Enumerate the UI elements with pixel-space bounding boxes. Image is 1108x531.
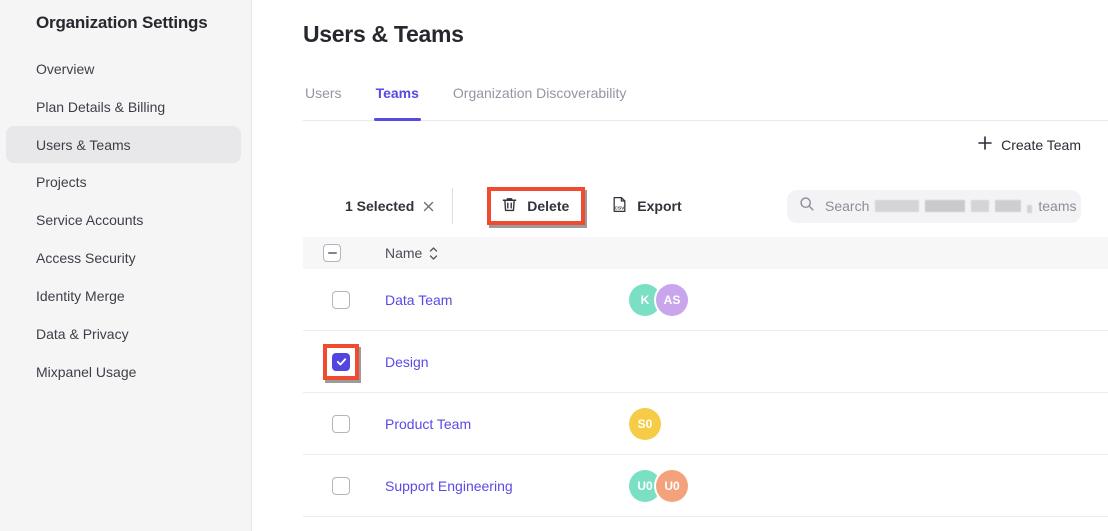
member-avatars: S0 — [629, 407, 661, 440]
redacted-text — [875, 200, 920, 212]
clear-selection-button[interactable] — [423, 201, 434, 212]
annotation-box-delete: Delete — [487, 187, 586, 225]
plus-icon — [978, 136, 992, 153]
sidebar-item-projects[interactable]: Projects — [0, 163, 251, 201]
redacted-text — [971, 200, 990, 212]
sidebar-title: Organization Settings — [36, 13, 208, 32]
page-title: Users & Teams — [303, 21, 464, 47]
sidebar-nav: Overview Plan Details & Billing Users & … — [0, 50, 251, 391]
sidebar-item-label: Identity Merge — [36, 288, 125, 304]
main-content: Users & Teams Users Teams Organization D… — [252, 0, 1108, 531]
tab-teams[interactable]: Teams — [373, 75, 422, 121]
row-checkbox[interactable] — [332, 414, 350, 433]
member-avatars: K AS — [629, 283, 688, 316]
table-body: Data Team K AS Design Prod — [303, 269, 1108, 517]
sidebar-item-identity-merge[interactable]: Identity Merge — [0, 277, 251, 315]
annotation-box-checkbox — [323, 468, 359, 504]
sidebar-item-label: Users & Teams — [36, 136, 131, 153]
sidebar-item-access-security[interactable]: Access Security — [0, 239, 251, 277]
selected-count-label: 1 Selected — [345, 198, 415, 214]
avatar: S0 — [629, 407, 661, 440]
delete-button[interactable]: Delete — [501, 196, 570, 216]
table-row: Product Team S0 — [303, 393, 1108, 455]
search-input[interactable]: Search teams — [787, 189, 1081, 223]
tab-label: Organization Discoverability — [452, 85, 627, 101]
delete-label: Delete — [527, 198, 570, 214]
sidebar-item-label: Data & Privacy — [36, 326, 129, 342]
team-name-link[interactable]: Data Team — [385, 291, 453, 308]
table-row: Design — [303, 331, 1108, 393]
annotation-box-checkbox — [323, 406, 359, 442]
sidebar-item-plan-details-billing[interactable]: Plan Details & Billing — [0, 88, 251, 126]
sidebar-item-label: Overview — [36, 61, 95, 77]
annotation-box-checkbox — [323, 343, 359, 380]
create-team-row: Create Team — [252, 121, 1108, 168]
table-header-row: Name — [303, 237, 1108, 269]
avatar: U0 — [656, 469, 688, 502]
annotation-box-checkbox — [323, 282, 359, 318]
redacted-text — [995, 200, 1022, 212]
tab-bar: Users Teams Organization Discoverability — [303, 75, 1108, 121]
team-name-link[interactable]: Design — [385, 353, 429, 370]
tab-users[interactable]: Users — [303, 75, 344, 120]
tab-label: Users — [305, 85, 342, 101]
create-team-button[interactable]: Create Team — [978, 136, 1081, 153]
selection-summary: 1 Selected — [345, 198, 434, 214]
sidebar-item-label: Plan Details & Billing — [36, 99, 166, 115]
name-column-header[interactable]: Name — [385, 245, 423, 261]
sidebar-item-overview[interactable]: Overview — [0, 50, 251, 88]
row-checkbox[interactable] — [332, 290, 350, 309]
table-row: Data Team K AS — [303, 269, 1108, 331]
team-name-link[interactable]: Support Engineering — [385, 477, 513, 494]
teams-table: Name Data Team — [303, 237, 1108, 517]
sidebar-item-data-privacy[interactable]: Data & Privacy — [0, 315, 251, 353]
select-all-checkbox[interactable] — [323, 244, 341, 262]
csv-file-icon: CSV — [611, 196, 628, 216]
magnifier-icon — [799, 196, 815, 217]
toolbar-divider — [452, 188, 454, 224]
sidebar-item-label: Access Security — [36, 250, 136, 266]
trash-icon — [501, 196, 518, 216]
team-name-link[interactable]: Product Team — [385, 415, 472, 432]
tab-label: Teams — [375, 85, 419, 101]
bulk-action-toolbar: 1 Selected Delete — [252, 184, 1108, 228]
sidebar-item-label: Projects — [36, 174, 87, 190]
x-icon — [424, 201, 434, 211]
sort-arrows-icon[interactable] — [429, 246, 438, 260]
export-label: Export — [637, 198, 682, 214]
sidebar-item-label: Service Accounts — [36, 212, 144, 228]
svg-text:CSV: CSV — [615, 205, 626, 211]
export-button[interactable]: CSV Export — [611, 196, 682, 216]
avatar: AS — [656, 283, 688, 316]
row-checkbox[interactable] — [332, 352, 350, 371]
table-row: Support Engineering U0 U0 — [303, 455, 1108, 517]
row-checkbox[interactable] — [332, 476, 350, 495]
create-team-label: Create Team — [1001, 136, 1081, 153]
tab-organization-discoverability[interactable]: Organization Discoverability — [451, 75, 629, 120]
sidebar-item-users-teams[interactable]: Users & Teams — [6, 126, 241, 163]
search-placeholder: Search teams — [825, 198, 1077, 214]
avatar: U0 — [629, 469, 661, 502]
member-avatars: U0 U0 — [629, 469, 688, 502]
avatar: K — [629, 283, 661, 316]
redacted-text — [1027, 205, 1033, 213]
sidebar-item-mixpanel-usage[interactable]: Mixpanel Usage — [0, 353, 251, 391]
sidebar-item-service-accounts[interactable]: Service Accounts — [0, 201, 251, 239]
sidebar-item-label: Mixpanel Usage — [36, 364, 137, 380]
redacted-text — [925, 200, 966, 212]
sidebar: Organization Settings Overview Plan Deta… — [0, 0, 252, 531]
